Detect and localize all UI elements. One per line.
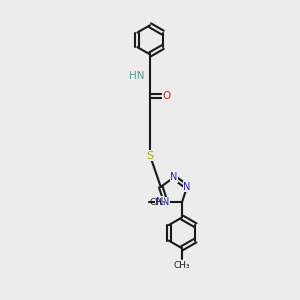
Text: O: O [163, 91, 171, 101]
Text: HN: HN [129, 71, 145, 81]
Text: N: N [162, 197, 169, 207]
Text: N: N [170, 172, 178, 182]
Text: N: N [156, 197, 163, 207]
Text: S: S [146, 151, 154, 160]
Text: CH₃: CH₃ [150, 198, 166, 207]
Text: CH₃: CH₃ [174, 261, 190, 270]
Text: N: N [183, 182, 191, 192]
